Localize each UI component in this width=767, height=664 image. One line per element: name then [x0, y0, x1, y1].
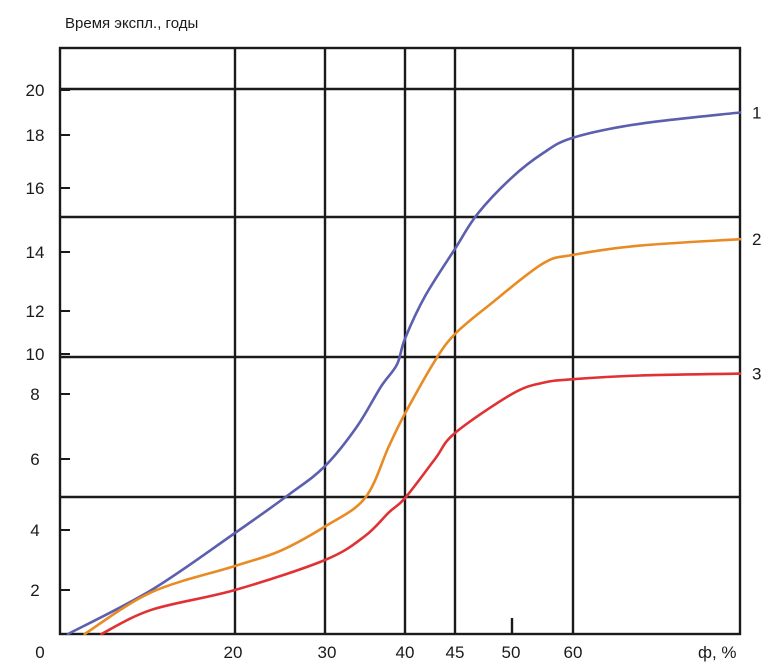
x-tick-labels: 0 20 30 40 45 50 60: [35, 618, 582, 662]
y-axis-label: Время экспл., годы: [65, 15, 198, 32]
y-tick-labels: 20 18 16 14 12 10 8 6 4 2: [26, 81, 70, 600]
y-tick-label: 14: [26, 243, 45, 262]
horizontal-grid: [60, 87, 740, 499]
x-tick-label: 50: [502, 643, 521, 662]
x-axis-label: ф, %: [698, 643, 737, 662]
y-tick-label: 16: [26, 179, 45, 198]
x-tick-label: 0: [35, 643, 44, 662]
y-tick-label: 20: [26, 81, 45, 100]
series-label-1: 1: [752, 104, 761, 123]
series-label-3: 3: [752, 365, 761, 384]
series-labels: 1 2 3: [752, 104, 761, 384]
x-tick-label: 20: [224, 643, 243, 662]
y-tick-label: 6: [30, 450, 39, 469]
y-tick-label: 18: [26, 126, 45, 145]
series-lines: [66, 111, 742, 636]
x-tick-label: 60: [564, 643, 583, 662]
plot-frame: [58, 46, 742, 636]
x-tick-label: 30: [318, 643, 337, 662]
series-label-2: 2: [752, 230, 761, 249]
y-tick-label: 2: [30, 581, 39, 600]
y-tick-label: 12: [26, 302, 45, 321]
series-line-3: [100, 372, 742, 636]
series-line-2: [83, 237, 742, 636]
y-tick-label: 4: [30, 521, 39, 540]
series-line-1: [66, 111, 742, 636]
x-tick-label: 45: [446, 643, 465, 662]
y-tick-label: 10: [26, 345, 45, 364]
vertical-grid: [58, 46, 742, 636]
x-tick-label: 40: [396, 643, 415, 662]
y-tick-label: 8: [30, 385, 39, 404]
